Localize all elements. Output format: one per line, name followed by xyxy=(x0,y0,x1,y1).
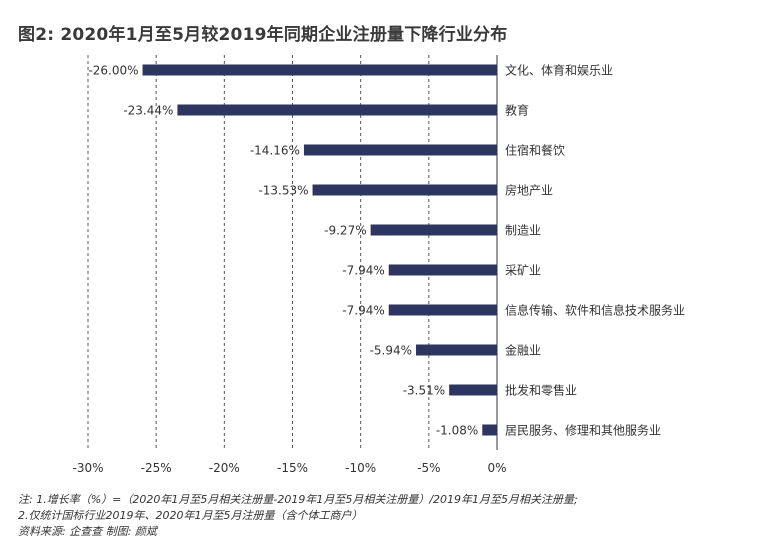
x-tick-label: -5% xyxy=(417,461,440,475)
x-tick-label: -10% xyxy=(345,461,376,475)
data-label: -14.16% xyxy=(250,144,300,158)
data-label: -1.08% xyxy=(436,424,478,438)
category-label: 采矿业 xyxy=(505,264,541,278)
data-label: -5.94% xyxy=(370,344,412,358)
x-tick-label: -20% xyxy=(209,461,240,475)
value-labels: -26.00% -23.44% -14.16% -13.53% -9.27% -7.94%… xyxy=(88,64,478,438)
category-label: 房地产业 xyxy=(505,183,553,198)
note-line-1: 注: 1.增长率（%）=（2020年1月至5月相关注册量-2019年1月至5月相… xyxy=(18,493,578,506)
category-label: 信息传输、软件和信息技术服务业 xyxy=(505,303,685,318)
x-tick-label: -30% xyxy=(72,461,103,475)
x-tick-label: 0% xyxy=(487,461,506,475)
bar xyxy=(482,424,497,436)
data-label: -13.53% xyxy=(258,184,308,198)
bar xyxy=(370,224,497,236)
data-label: -9.27% xyxy=(324,224,366,238)
bar xyxy=(388,304,497,316)
category-label: 文化、体育和娱乐业 xyxy=(505,63,613,78)
bar xyxy=(416,344,497,356)
category-label: 制造业 xyxy=(505,224,541,238)
bar xyxy=(142,64,498,76)
data-label: -23.44% xyxy=(123,104,173,118)
category-labels: 文化、体育和娱乐业教育住宿和餐饮房地产业制造业采矿业信息传输、软件和信息技术服务… xyxy=(505,63,685,438)
bar xyxy=(177,104,497,116)
x-tick-label: -25% xyxy=(141,461,172,475)
x-axis-ticks: -30% -25% -20% -15% -10% -5% 0% xyxy=(72,461,506,475)
category-label: 教育 xyxy=(505,103,529,118)
category-label: 居民服务、修理和其他服务业 xyxy=(505,423,661,438)
data-label: -3.51% xyxy=(403,384,445,398)
category-label: 金融业 xyxy=(505,343,541,358)
bar xyxy=(303,144,497,156)
bar xyxy=(388,264,497,276)
source-line: 资料来源: 企查查 制图: 颜斌 xyxy=(18,525,157,538)
category-label: 住宿和餐饮 xyxy=(505,143,565,158)
chart-title: 图2: 2020年1月至5月较2019年同期企业注册量下降行业分布 xyxy=(18,25,508,45)
bar xyxy=(312,184,497,196)
footnotes: 注: 1.增长率（%）=（2020年1月至5月相关注册量-2019年1月至5月相… xyxy=(18,492,578,540)
data-label: -7.94% xyxy=(342,264,384,278)
data-label: -26.00% xyxy=(88,64,138,78)
note-line-2: 2.仅统计国标行业2019年、2020年1月至5月注册量（含个体工商户） xyxy=(18,509,363,522)
data-label: -7.94% xyxy=(342,304,384,318)
bar xyxy=(449,384,497,396)
category-label: 批发和零售业 xyxy=(505,383,577,398)
bars xyxy=(142,64,498,436)
x-tick-label: -15% xyxy=(277,461,308,475)
